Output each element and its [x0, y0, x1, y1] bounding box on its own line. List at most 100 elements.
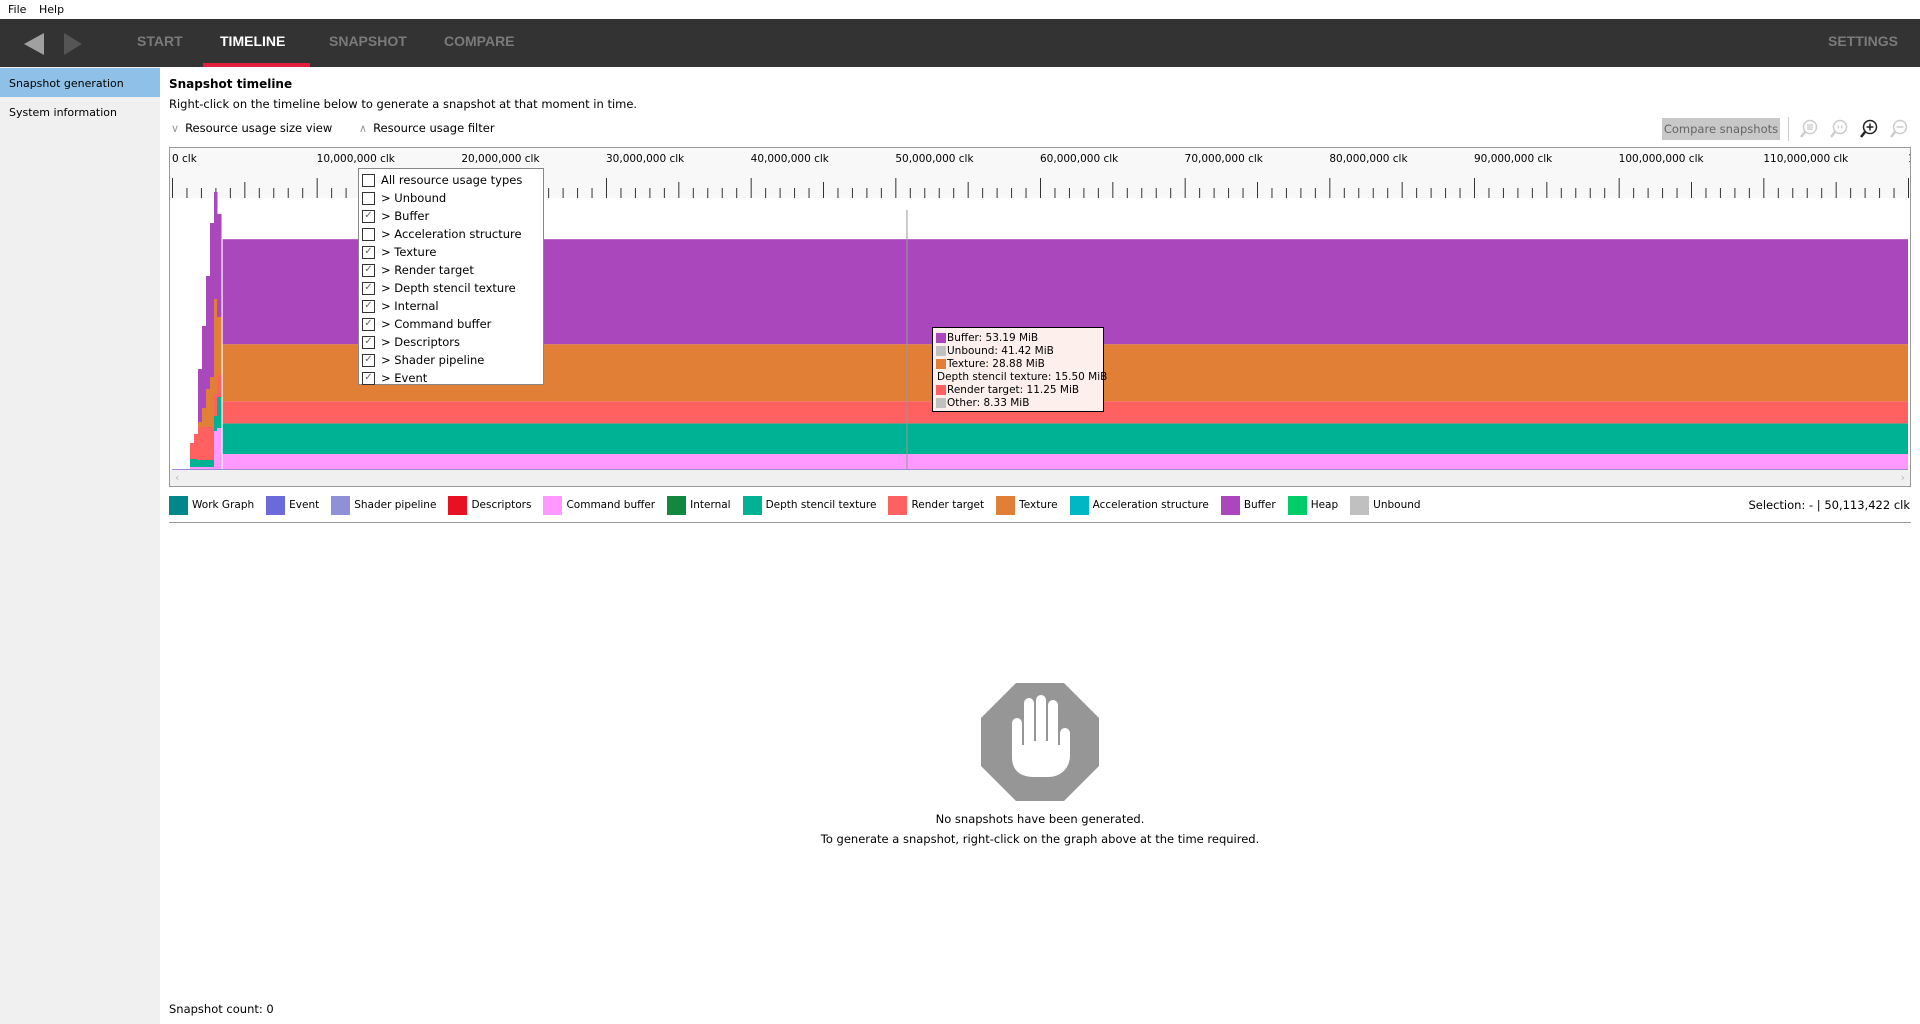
legend-item: Internal: [667, 495, 731, 515]
ramp-segment: [198, 460, 203, 467]
ramp-segment: [194, 467, 199, 469]
x-tick-label: 100,000,000 clk: [1619, 153, 1705, 165]
filter-item-label: > Texture: [381, 245, 437, 259]
size-view-toggle[interactable]: ∨ Resource usage size view: [171, 121, 332, 135]
filter-item[interactable]: ✓ > Event: [359, 369, 543, 387]
x-tick-label: 50,000,000 clk: [895, 153, 974, 165]
ramp-segment: [198, 369, 203, 422]
legend-item: Render target: [888, 495, 984, 515]
sidebar-item-system-information[interactable]: System information: [9, 106, 118, 119]
checkbox[interactable]: [362, 227, 375, 241]
filter-item-label: > Command buffer: [381, 317, 492, 331]
x-tick-label: 90,000,000 clk: [1474, 153, 1553, 165]
legend-label: Heap: [1310, 499, 1339, 511]
tooltip-row: Buffer: 53.19 MiB: [936, 331, 1100, 344]
filter-item-label: > Unbound: [381, 191, 447, 205]
ramp-segment: [190, 443, 195, 459]
checkbox[interactable]: ✓: [362, 353, 375, 367]
x-tick-label: 40,000,000 clk: [751, 153, 830, 165]
chevron-up-icon: ∧: [359, 121, 368, 135]
ramp-segment: [210, 460, 215, 467]
tooltip-label: Depth stencil texture: 15.50 MiB: [937, 370, 1108, 383]
checkbox[interactable]: ✓: [362, 263, 375, 277]
legend-swatch: [1069, 495, 1089, 515]
page-subtitle: Right-click on the timeline below to gen…: [169, 97, 638, 111]
legend-swatch: [448, 495, 468, 515]
checkbox[interactable]: ✓: [362, 371, 375, 385]
legend-label: Shader pipeline: [354, 499, 437, 511]
checkbox[interactable]: ✓: [362, 335, 375, 349]
ramp-segment: [214, 431, 218, 469]
legend-item: Texture: [996, 495, 1058, 515]
checkbox[interactable]: ✓: [362, 245, 375, 259]
ramp-segment: [202, 467, 207, 469]
filter-item[interactable]: ✓ > Descriptors: [359, 333, 543, 351]
tab-snapshot[interactable]: SNAPSHOT: [329, 33, 407, 49]
filter-item-label: > Shader pipeline: [381, 353, 485, 367]
ramp-segment: [198, 467, 203, 469]
menu-file[interactable]: File: [8, 3, 27, 16]
filter-item-label: All resource usage types: [381, 173, 523, 187]
filter-item-label: > Event: [381, 371, 428, 385]
back-arrow-icon[interactable]: [22, 32, 48, 56]
tab-compare[interactable]: COMPARE: [444, 33, 515, 49]
ramp-segment: [198, 427, 203, 460]
scroll-left-icon[interactable]: ‹: [175, 471, 180, 484]
filter-toggle[interactable]: ∧ Resource usage filter: [359, 121, 495, 135]
tooltip-label: Texture: 28.88 MiB: [947, 357, 1045, 370]
resource-filter-popup: All resource usage types > Unbound ✓ > Buff…: [358, 168, 544, 385]
ramp-segment: [206, 460, 211, 467]
legend-label: Descriptors: [471, 499, 532, 511]
zoom-in-icon[interactable]: [1859, 119, 1879, 139]
checkbox[interactable]: [362, 173, 375, 187]
ramp-segment: [202, 408, 207, 427]
x-tick-label: 1: [1908, 153, 1910, 165]
legend-label: Buffer: [1243, 499, 1276, 511]
legend-label: Work Graph: [192, 499, 255, 511]
menu-help[interactable]: Help: [39, 3, 65, 16]
filter-item[interactable]: All resource usage types: [359, 171, 543, 189]
tooltip-swatch: [936, 345, 946, 356]
legend-swatch: [888, 495, 908, 515]
zoom-to-selection-icon[interactable]: [1799, 119, 1819, 139]
zoom-reset-icon[interactable]: [1829, 119, 1849, 139]
legend-swatch: [1350, 495, 1370, 515]
filter-item[interactable]: ✓ > Texture: [359, 243, 543, 261]
filter-item-label: > Depth stencil texture: [381, 281, 516, 295]
tooltip-swatch: [936, 358, 946, 369]
legend-label: Unbound: [1373, 499, 1421, 511]
compare-snapshots-button[interactable]: Compare snapshots: [1662, 118, 1780, 140]
tab-start[interactable]: START: [137, 33, 183, 49]
checkbox[interactable]: ✓: [362, 281, 375, 295]
checkbox[interactable]: [362, 191, 375, 205]
filter-item[interactable]: ✓ > Shader pipeline: [359, 351, 543, 369]
legend-label: Command buffer: [566, 499, 656, 511]
empty-state-message: No snapshots have been generated.: [935, 812, 1145, 826]
checkbox[interactable]: ✓: [362, 317, 375, 331]
filter-item[interactable]: ✓ > Render target: [359, 261, 543, 279]
sidebar-item-snapshot-generation[interactable]: Snapshot generation: [0, 68, 160, 97]
timeline-scrollbar[interactable]: ‹ ›: [170, 470, 1910, 486]
ramp-segment: [210, 377, 215, 427]
tooltip-label: Buffer: 53.19 MiB: [947, 331, 1039, 344]
filter-item[interactable]: ✓ > Command buffer: [359, 315, 543, 333]
checkbox[interactable]: ✓: [362, 209, 375, 223]
zoom-out-icon[interactable]: [1889, 119, 1909, 139]
ramp-segment: [210, 427, 215, 460]
tab-timeline[interactable]: TIMELINE: [220, 33, 286, 49]
filter-item[interactable]: > Acceleration structure: [359, 225, 543, 243]
checkbox[interactable]: ✓: [362, 299, 375, 313]
forward-arrow-icon[interactable]: [62, 32, 86, 56]
x-tick-label: 10,000,000 clk: [317, 153, 396, 165]
stop-hand-icon: [981, 683, 1099, 801]
filter-item[interactable]: > Unbound: [359, 189, 543, 207]
legend-label: Internal: [690, 499, 731, 511]
tab-settings[interactable]: SETTINGS: [1828, 33, 1899, 49]
tooltip-swatch: [936, 397, 946, 408]
page-title: Snapshot timeline: [169, 77, 293, 91]
band-depth-stencil-texture: [222, 423, 1909, 454]
scroll-right-icon[interactable]: ›: [1900, 471, 1905, 484]
filter-item[interactable]: ✓ > Internal: [359, 297, 543, 315]
filter-item[interactable]: ✓ > Depth stencil texture: [359, 279, 543, 297]
filter-item[interactable]: ✓ > Buffer: [359, 207, 543, 225]
